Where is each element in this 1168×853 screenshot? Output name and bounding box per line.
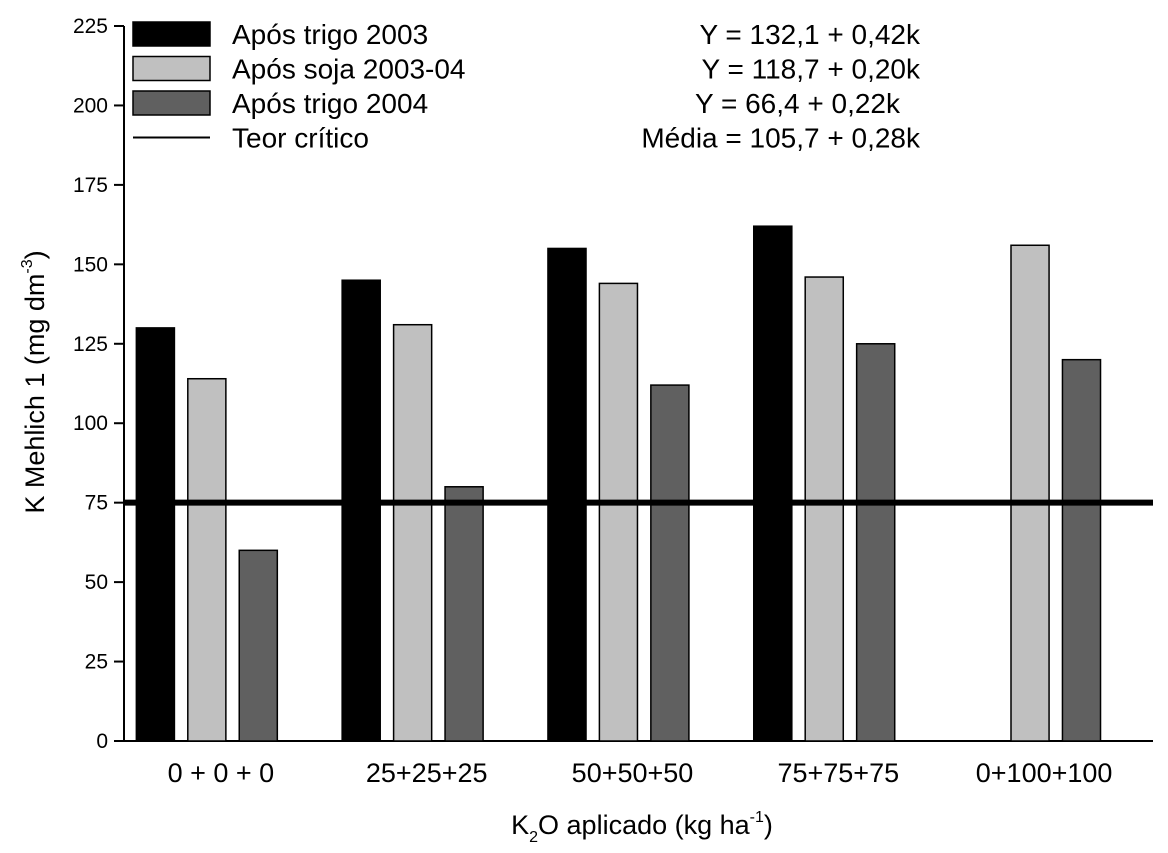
x-ticks: 0 + 0 + 0 25+25+25 50+50+50 75+75+75 0+100+1… xyxy=(168,758,1113,788)
bar xyxy=(752,225,793,742)
x-axis-title-end: ) xyxy=(764,810,773,840)
y-tick-label: 75 xyxy=(85,492,108,515)
y-tick-label: 225 xyxy=(73,15,108,38)
y-tick-label: 0 xyxy=(96,730,108,753)
x-tick-label: 50+50+50 xyxy=(572,758,694,788)
bar xyxy=(187,377,227,742)
bar xyxy=(341,279,381,742)
legend: Após trigo 2003 Y = 132,1 + 0,42k Após soj… xyxy=(132,19,921,154)
x-axis-title-sub: 2 xyxy=(529,829,538,846)
legend-label: Teor crítico xyxy=(232,123,369,154)
x-tick-label: 75+75+75 xyxy=(777,758,899,788)
legend-equation: Y = 132,1 + 0,42k xyxy=(699,19,921,50)
legend-swatch xyxy=(132,90,211,116)
x-tick-label: 0 + 0 + 0 xyxy=(168,758,275,788)
bar xyxy=(135,327,176,742)
bar xyxy=(1061,358,1102,742)
legend-equation: Média = 105,7 + 0,28k xyxy=(641,123,921,154)
y-tick-label: 150 xyxy=(73,253,108,276)
bar xyxy=(392,323,433,742)
y-axis-title-end: ) xyxy=(20,250,50,259)
legend-swatch xyxy=(132,21,211,47)
x-tick-label: 0+100+100 xyxy=(976,758,1113,788)
y-tick-label: 125 xyxy=(73,333,108,356)
x-axis-title-sup: -1 xyxy=(750,809,764,826)
bar xyxy=(444,486,484,742)
bars xyxy=(135,225,1102,742)
bar xyxy=(598,282,639,742)
legend-label: Após soja 2003-04 xyxy=(232,54,466,85)
y-axis-title-sup: -3 xyxy=(19,259,36,273)
y-tick-label: 50 xyxy=(85,571,108,594)
legend-label: Após trigo 2004 xyxy=(232,88,428,119)
bar xyxy=(1010,244,1050,742)
bar xyxy=(238,549,279,742)
bar xyxy=(547,247,587,742)
y-tick-label: 175 xyxy=(73,174,108,197)
bar xyxy=(804,276,845,742)
x-axis-title: K2O aplicado (kg ha-1) xyxy=(511,809,773,846)
y-tick-label: 25 xyxy=(85,651,108,674)
bar xyxy=(855,343,896,742)
legend-equation: Y = 118,7 + 0,20k xyxy=(702,54,921,85)
legend-swatch xyxy=(132,55,211,82)
bar xyxy=(650,384,690,742)
plot-area: 0 25 50 75 100 125 150 175 200 225 0 + 0 + 0 25+25… xyxy=(73,15,1153,788)
x-axis-title-mid: O aplicado (kg ha xyxy=(538,810,751,840)
x-tick-label: 25+25+25 xyxy=(366,758,488,788)
legend-equation: Y = 66,4 + 0,22k xyxy=(695,88,901,119)
y-axis-title-main: K Mehlich 1 (mg dm xyxy=(20,274,50,514)
y-ticks: 0 25 50 75 100 125 150 175 200 225 xyxy=(73,15,124,753)
x-axis-title-base: K xyxy=(511,810,529,840)
y-tick-label: 100 xyxy=(73,412,108,435)
legend-label: Após trigo 2003 xyxy=(232,19,428,50)
y-tick-label: 200 xyxy=(73,94,108,117)
y-axis-title: K Mehlich 1 (mg dm-3) xyxy=(19,250,50,513)
